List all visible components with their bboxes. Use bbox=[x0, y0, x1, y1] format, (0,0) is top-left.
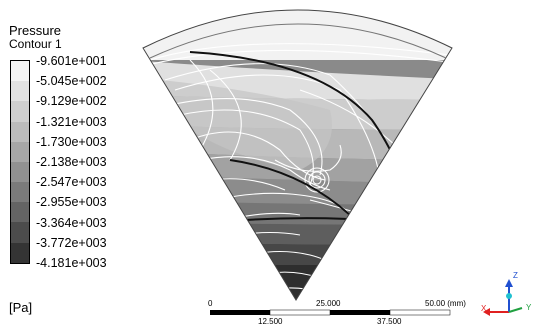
scale-bar bbox=[210, 309, 451, 316]
axis-label-y: Y bbox=[526, 303, 532, 312]
y-axis-arrow bbox=[508, 307, 523, 313]
scale-label-37-5: 37.500 bbox=[377, 317, 402, 326]
legend-band-4 bbox=[11, 141, 29, 162]
legend-unit: [Pa] bbox=[9, 300, 33, 315]
x-axis-arrowhead bbox=[483, 308, 490, 316]
scale-label-12-5: 12.500 bbox=[258, 317, 283, 326]
legend-band-6 bbox=[11, 182, 29, 203]
legend-label-4: -1.730e+003 bbox=[36, 135, 107, 149]
legend-title: Pressure bbox=[9, 23, 62, 38]
legend-band-9 bbox=[11, 242, 29, 263]
legend-band-5 bbox=[11, 161, 29, 183]
axis-label-x: X bbox=[481, 304, 487, 313]
legend-band-0 bbox=[11, 61, 29, 82]
axis-triad bbox=[483, 279, 523, 316]
scale-label-0: 0 bbox=[208, 299, 213, 308]
legend-label-1: -5.045e+002 bbox=[36, 74, 107, 88]
legend-band-8 bbox=[11, 222, 29, 243]
sector-outline bbox=[142, 9, 453, 301]
legend-label-7: -2.955e+003 bbox=[36, 195, 107, 209]
z-axis-arrowhead bbox=[505, 279, 513, 287]
scale-label-25: 25.000 bbox=[316, 299, 341, 308]
legend-label-2: -9.129e+002 bbox=[36, 94, 107, 108]
legend-band-2 bbox=[11, 101, 29, 122]
legend-label-9: -3.772e+003 bbox=[36, 236, 107, 250]
axis-origin-ball bbox=[506, 293, 512, 299]
legend-label-6: -2.547e+003 bbox=[36, 175, 107, 189]
scale-segment-1 bbox=[210, 310, 270, 315]
legend-color-bar bbox=[10, 60, 30, 264]
legend-label-3: -1.321e+003 bbox=[36, 115, 107, 129]
scale-label-50: 50.00 (mm) bbox=[425, 299, 466, 308]
scale-segment-3 bbox=[330, 310, 390, 315]
legend-label-0: -9.601e+001 bbox=[36, 54, 107, 68]
legend-label-8: -3.364e+003 bbox=[36, 216, 107, 230]
legend-label-5: -2.138e+003 bbox=[36, 155, 107, 169]
axis-label-z: Z bbox=[513, 271, 518, 280]
scale-segment-2 bbox=[269, 309, 331, 316]
legend-band-1 bbox=[11, 81, 29, 102]
outer-ring-line bbox=[149, 23, 447, 59]
legend-subtitle: Contour 1 bbox=[9, 37, 62, 51]
legend-label-10: -4.181e+003 bbox=[36, 256, 107, 270]
legend-band-3 bbox=[11, 121, 29, 142]
legend-band-7 bbox=[11, 202, 29, 223]
scale-segment-4 bbox=[389, 309, 451, 316]
